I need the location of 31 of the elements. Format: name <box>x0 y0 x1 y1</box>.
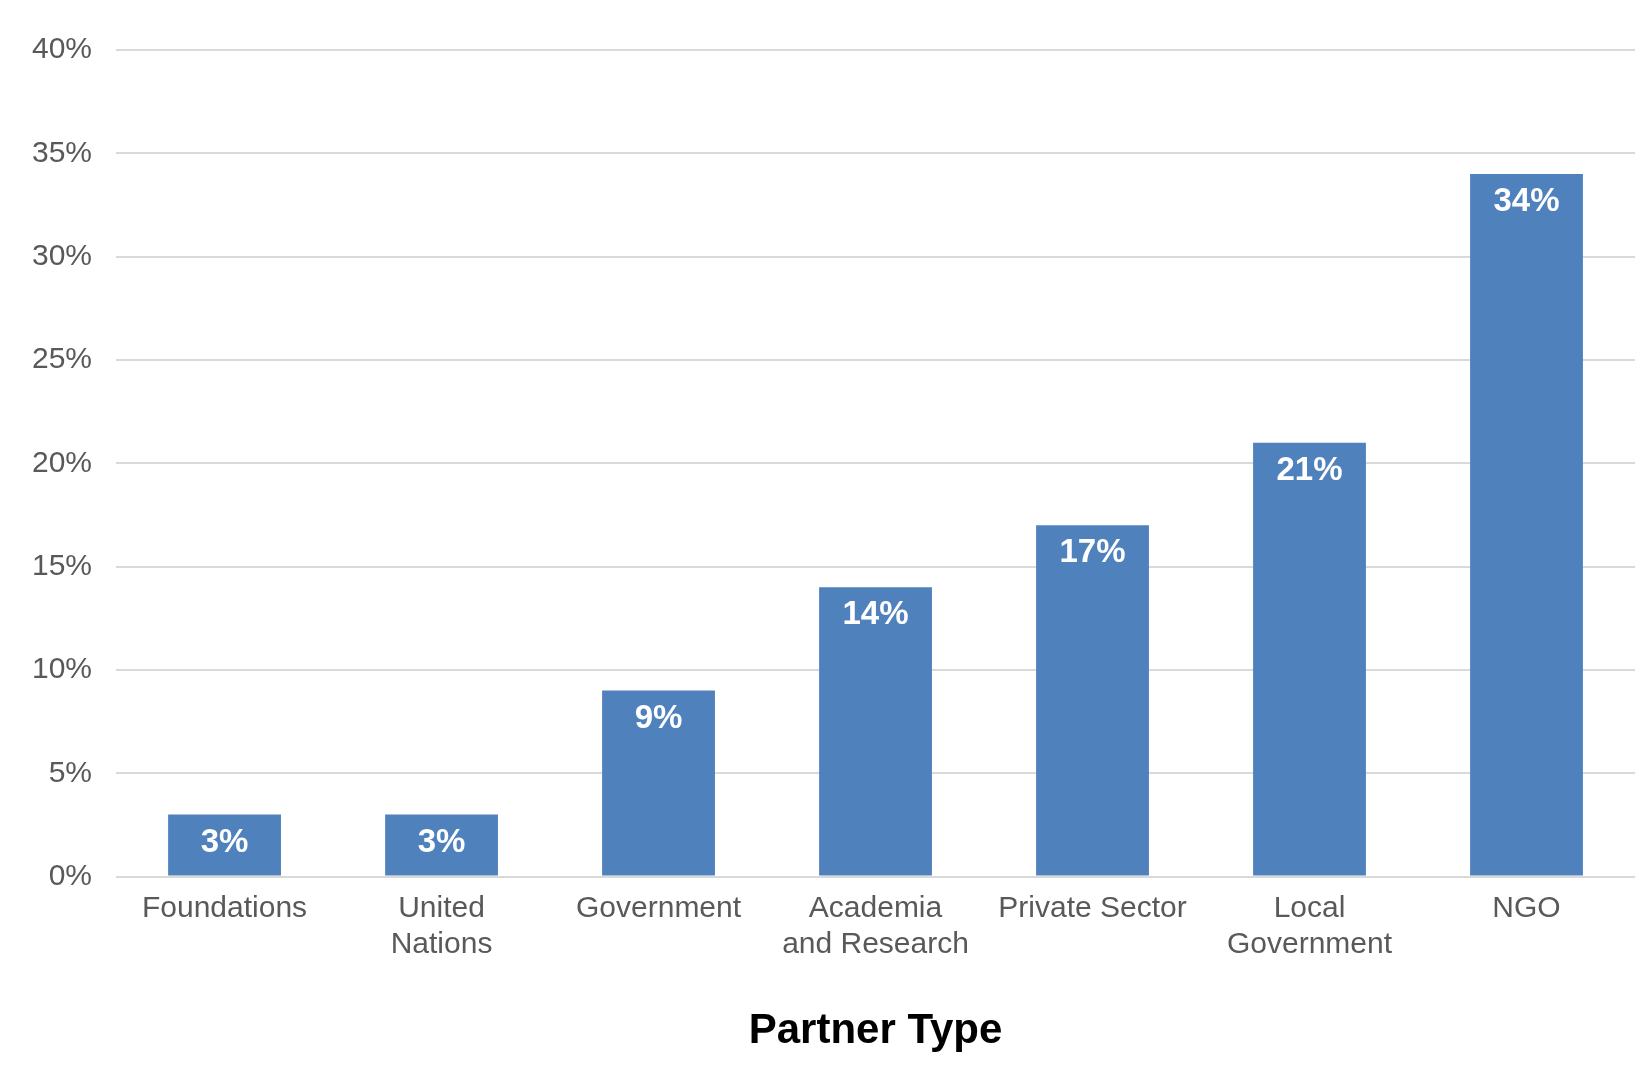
x-tick-label: Government <box>575 889 742 923</box>
data-label: 3% <box>417 821 466 859</box>
y-tick-label: 40% <box>32 31 93 65</box>
y-tick-label: 0% <box>48 857 93 891</box>
bar <box>819 587 932 876</box>
data-label: 9% <box>634 697 683 735</box>
x-tick-label: Private Sector <box>998 889 1187 923</box>
bar <box>385 814 498 876</box>
bar <box>1470 173 1583 876</box>
y-tick-label: 10% <box>32 651 93 685</box>
data-label: 21% <box>1276 449 1343 487</box>
data-label: 14% <box>842 594 909 632</box>
bar <box>1036 525 1149 876</box>
data-label: 34% <box>1493 181 1560 219</box>
x-tick-label: Local Government <box>1226 889 1393 959</box>
data-label: 3% <box>200 821 249 859</box>
x-tick-label: Academia and Research <box>782 889 969 959</box>
bar <box>1253 442 1366 876</box>
y-tick-label: 15% <box>32 547 93 581</box>
x-tick-label: United Nations <box>390 889 493 959</box>
x-tick-label: Foundations <box>141 889 308 923</box>
y-tick-label: 25% <box>32 341 93 375</box>
x-tick-label: NGO <box>1492 889 1561 923</box>
data-label: 17% <box>1059 532 1126 570</box>
bar <box>168 814 281 876</box>
bar <box>602 690 715 876</box>
y-tick-label: 20% <box>32 444 93 478</box>
x-axis-title: Partner Type <box>748 1005 1003 1053</box>
y-tick-label: 30% <box>32 237 93 271</box>
y-tick-label: 35% <box>32 134 93 168</box>
y-tick-label: 5% <box>48 754 93 788</box>
